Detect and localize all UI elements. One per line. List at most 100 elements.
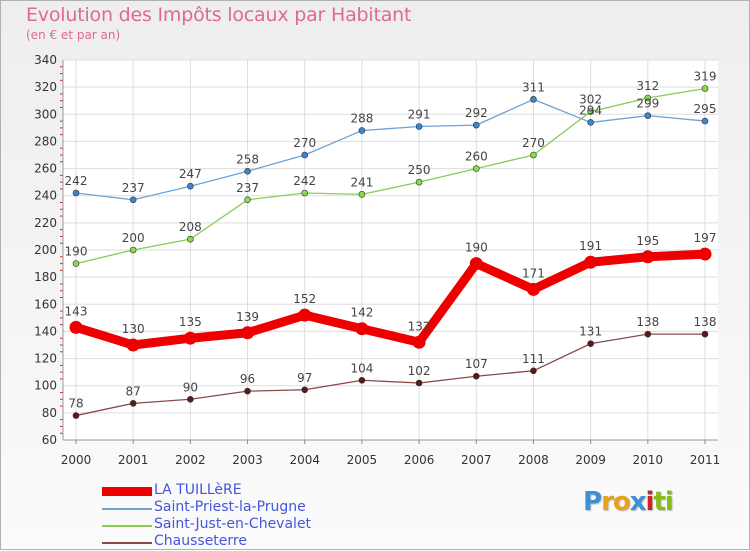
proxiti-logo: Proxiti	[583, 487, 674, 517]
data-label-chausseterre: 138	[636, 315, 659, 329]
data-label-saint-just-en-chevalet: 190	[65, 245, 88, 259]
data-point-la-tuill-re	[641, 250, 655, 264]
data-label-saint-just-en-chevalet: 200	[122, 231, 145, 245]
data-point-saint-just-en-chevalet	[530, 151, 537, 159]
data-label-saint-priest-la-prugne: 288	[350, 112, 373, 126]
data-point-saint-just-en-chevalet	[358, 191, 366, 198]
data-point-saint-just-en-chevalet	[701, 85, 709, 92]
x-tick-label: 2006	[404, 453, 435, 467]
data-label-saint-priest-la-prugne: 299	[636, 97, 659, 111]
data-label-saint-just-en-chevalet: 250	[408, 163, 431, 177]
data-label-chausseterre: 102	[408, 364, 431, 378]
data-point-saint-priest-la-prugne	[472, 121, 480, 129]
data-label-la-tuill-re: 152	[293, 292, 316, 306]
data-point-saint-just-en-chevalet	[129, 246, 137, 254]
x-tick-label: 2008	[518, 453, 549, 467]
data-point-chausseterre	[244, 387, 251, 395]
data-label-chausseterre: 96	[240, 372, 255, 386]
x-tick-label: 2001	[118, 453, 149, 467]
data-label-la-tuill-re: 190	[465, 241, 488, 255]
data-label-saint-priest-la-prugne: 242	[65, 174, 88, 188]
logo-letter: x	[629, 487, 647, 517]
y-tick-label: 120	[34, 352, 57, 366]
x-tick-label: 2000	[61, 453, 92, 467]
data-point-saint-priest-la-prugne	[701, 117, 709, 125]
data-label-saint-priest-la-prugne: 237	[122, 181, 145, 195]
series-line-saint-priest-la-prugne	[75, 98, 706, 201]
data-point-saint-priest-la-prugne	[72, 189, 80, 197]
y-tick-label: 300	[34, 107, 57, 121]
data-point-saint-priest-la-prugne	[644, 112, 652, 119]
data-label-saint-just-en-chevalet: 312	[636, 79, 659, 93]
legend-swatch-la-tuillere	[102, 487, 152, 496]
logo-letter: r	[601, 487, 614, 517]
data-point-la-tuill-re	[412, 335, 426, 349]
data-point-la-tuill-re	[126, 338, 140, 352]
data-label-saint-priest-la-prugne: 247	[179, 167, 202, 181]
data-point-saint-priest-la-prugne	[587, 119, 594, 126]
legend-label: Saint-Just-en-Chevalet	[154, 516, 312, 532]
data-point-saint-just-en-chevalet	[244, 196, 251, 204]
y-tick-label: 200	[34, 243, 57, 257]
logo-letter: t	[653, 487, 665, 517]
data-point-chausseterre	[129, 400, 137, 407]
data-label-la-tuill-re: 191	[579, 239, 602, 253]
data-point-chausseterre	[701, 330, 709, 338]
data-point-saint-just-en-chevalet	[587, 108, 594, 115]
logo-letter: P	[583, 487, 602, 517]
data-point-la-tuill-re	[183, 331, 197, 345]
data-label-la-tuill-re: 135	[179, 315, 202, 329]
y-tick-label: 280	[34, 134, 57, 148]
data-label-saint-just-en-chevalet: 208	[179, 220, 202, 234]
data-point-saint-priest-la-prugne	[301, 151, 309, 159]
data-label-chausseterre: 90	[183, 380, 198, 394]
y-tick-label: 340	[34, 53, 57, 67]
data-label-la-tuill-re: 139	[236, 310, 259, 324]
data-label-chausseterre: 97	[297, 371, 312, 385]
y-tick-label: 100	[34, 379, 57, 393]
data-label-la-tuill-re: 130	[122, 322, 145, 336]
data-point-saint-priest-la-prugne	[244, 167, 251, 175]
data-point-la-tuill-re	[69, 320, 83, 334]
legend-label: Saint-Priest-la-Prugne	[154, 499, 306, 515]
x-tick-label: 2011	[690, 453, 721, 467]
data-label-saint-priest-la-prugne: 295	[694, 102, 717, 116]
data-label-saint-just-en-chevalet: 260	[465, 150, 488, 164]
data-label-saint-priest-la-prugne: 291	[408, 108, 431, 122]
data-label-chausseterre: 78	[68, 397, 83, 411]
data-label-chausseterre: 138	[694, 315, 717, 329]
data-point-saint-priest-la-prugne	[129, 196, 137, 204]
y-tick-label: 240	[34, 189, 57, 203]
y-tick-label: 160	[34, 297, 57, 311]
data-label-la-tuill-re: 197	[694, 231, 717, 245]
logo-letter: i	[664, 487, 674, 517]
data-label-la-tuill-re: 195	[636, 234, 659, 248]
data-point-la-tuill-re	[355, 322, 369, 336]
data-point-la-tuill-re	[584, 255, 598, 269]
data-point-saint-priest-la-prugne	[187, 182, 194, 190]
legend-label: Chausseterre	[154, 533, 247, 549]
chart-title: Evolution des Impôts locaux par Habitant	[26, 4, 412, 26]
data-point-chausseterre	[587, 340, 594, 347]
y-tick-label: 220	[34, 216, 57, 230]
data-point-chausseterre	[358, 376, 366, 384]
data-point-saint-priest-la-prugne	[530, 96, 537, 103]
data-label-la-tuill-re: 143	[65, 304, 88, 318]
data-point-la-tuill-re	[298, 308, 312, 322]
data-point-saint-priest-la-prugne	[415, 123, 423, 130]
data-label-chausseterre: 111	[522, 352, 545, 366]
data-point-saint-just-en-chevalet	[187, 235, 194, 243]
legend-label: LA TUILLèRE	[154, 482, 242, 498]
data-label-la-tuill-re: 142	[350, 306, 373, 320]
data-label-la-tuill-re: 132	[408, 319, 431, 333]
logo-letter: o	[612, 487, 631, 517]
data-label-chausseterre: 87	[126, 384, 141, 398]
series-line-saint-just-en-chevalet	[75, 87, 706, 265]
x-tick-label: 2010	[633, 453, 664, 467]
series-line-la-tuill-re	[71, 249, 710, 350]
data-label-saint-priest-la-prugne: 258	[236, 152, 259, 166]
data-label-la-tuill-re: 171	[522, 266, 545, 280]
data-point-chausseterre	[301, 386, 309, 394]
data-label-saint-just-en-chevalet: 270	[522, 136, 545, 150]
